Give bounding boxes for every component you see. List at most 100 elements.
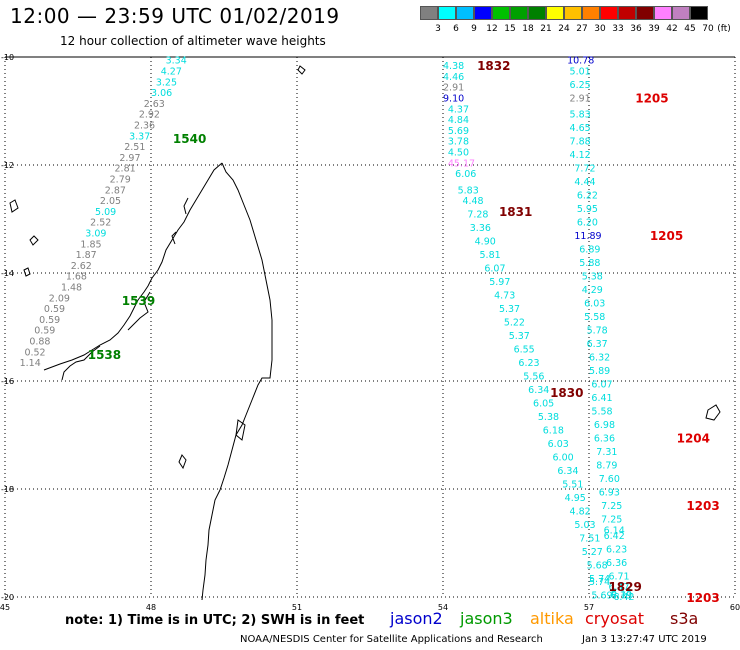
footnote: note: 1) Time is in UTC; 2) SWH is in fe…: [65, 613, 365, 628]
wave-height-value: 5.58: [584, 312, 605, 323]
wave-height-value: 7.31: [596, 447, 617, 458]
scale-swatch: [420, 6, 438, 20]
madagascar-coastline: [43, 162, 273, 601]
pass-time-label: 1830: [550, 386, 583, 400]
wave-height-value: 6.03: [584, 299, 605, 310]
wave-height-value: 6.47: [608, 582, 629, 593]
wave-height-value: 2.51: [124, 142, 145, 153]
wave-height-value: 7.25: [601, 501, 622, 512]
wave-height-value: 6.41: [591, 393, 612, 404]
wave-height-value: 1.14: [20, 358, 41, 369]
wave-height-value: 0.59: [34, 326, 55, 337]
wave-height-value: 6.42: [613, 592, 634, 603]
wave-height-value: 1.87: [76, 250, 97, 261]
wave-height-value: 2.79: [110, 175, 131, 186]
wave-height-value: 4.82: [570, 507, 591, 518]
wave-height-value: 4.84: [448, 115, 469, 126]
wave-height-value: 6.98: [594, 420, 615, 431]
wave-height-value: 3.25: [156, 77, 177, 88]
wave-height-value: 4.65: [570, 123, 591, 134]
graticule: [4, 56, 736, 598]
wave-height-value: 6.05: [533, 399, 554, 410]
scale-label: 27: [576, 24, 588, 34]
scale-label: 39: [648, 24, 660, 34]
latitude-label: -10: [1, 53, 14, 62]
wave-height-value: 6.03: [548, 439, 569, 450]
wave-height-value: 6.79: [611, 590, 632, 601]
wave-height-value: 5.81: [480, 250, 501, 261]
wave-height-value: 5.51: [562, 480, 583, 491]
wave-height-value: 0.88: [29, 337, 50, 348]
wave-height-value: 6.06: [455, 169, 476, 180]
scale-label: 12: [486, 24, 498, 34]
wave-height-value: 6.07: [484, 264, 505, 275]
wave-height-value: 7.28: [467, 210, 488, 221]
wave-height-value: 2.09: [49, 293, 70, 304]
longitude-label: 48: [146, 603, 156, 612]
wave-height-value: 5.37: [499, 304, 520, 315]
wave-height-value: 4.73: [494, 291, 515, 302]
scale-swatch: [600, 6, 618, 20]
wave-height-value: 5.58: [591, 407, 612, 418]
wave-height-value: 7.60: [599, 474, 620, 485]
longitude-label: 45: [0, 603, 10, 612]
wave-height-value: 6.20: [577, 218, 598, 229]
wave-height-value: 2.92: [139, 110, 160, 121]
wave-height-value: 4.50: [448, 148, 469, 159]
scale-swatch: [510, 6, 528, 20]
pass-time-label: 1539: [122, 294, 155, 308]
scale-swatch: [618, 6, 636, 20]
wave-height-value: 4.46: [443, 72, 464, 83]
longitude-label: 54: [438, 603, 448, 612]
wave-height-value: 6.34: [528, 385, 549, 396]
wave-height-value: 6.23: [518, 358, 539, 369]
time-labels-layer: 1540 1539 1538 1832 1831 1830 1829 1205 1205 1204…: [88, 59, 720, 605]
wave-height-value: 4.38: [443, 61, 464, 72]
wave-height-value: 1.48: [61, 283, 82, 294]
wave-height-value: 6.89: [579, 245, 600, 256]
wave-height-value: 4.27: [161, 67, 182, 78]
wave-height-value: 5.38: [582, 272, 603, 283]
islet-east: [178, 419, 246, 470]
wave-height-value: 5.09: [95, 207, 116, 218]
wave-height-value: 2.87: [105, 185, 126, 196]
wave-height-value: 6.42: [604, 531, 625, 542]
wave-height-value: 6.36: [594, 434, 615, 445]
mauritius-outline: [705, 404, 721, 421]
scale-swatch: [456, 6, 474, 20]
satellite-legend-item: s3a: [670, 609, 699, 628]
wave-height-value: 4.37: [448, 104, 469, 115]
wave-height-value: 2.62: [71, 261, 92, 272]
tromelin-mark: [297, 65, 306, 75]
scale-label: 30: [594, 24, 606, 34]
wave-height-value: 3.06: [151, 88, 172, 99]
wave-height-value: 6.36: [606, 558, 627, 569]
scale-swatch: [690, 6, 708, 20]
scale-label: 18: [522, 24, 534, 34]
wave-height-value: 6.32: [589, 353, 610, 364]
wave-height-value: 2.81: [115, 164, 136, 175]
wave-height-value: 4.44: [574, 177, 595, 188]
wave-height-value: 5.88: [579, 258, 600, 269]
wave-height-value: 2.52: [90, 218, 111, 229]
longitude-label: 60: [730, 603, 740, 612]
wave-height-value: 3.78: [448, 137, 469, 148]
wave-height-value: 7.25: [601, 515, 622, 526]
wave-height-value: 7.88: [570, 137, 591, 148]
wave-height-value: 2.05: [100, 196, 121, 207]
scale-swatch: [528, 6, 546, 20]
pass-time-label: 1203: [686, 591, 719, 605]
scale-label: 45: [684, 24, 696, 34]
wave-height-value: 0.52: [24, 347, 45, 358]
page-subtitle: 12 hour collection of altimeter wave hei…: [60, 34, 326, 48]
pass-time-label: 1203: [686, 499, 719, 513]
wave-height-value: 10.78: [567, 56, 594, 67]
wave-height-value: 6.25: [570, 80, 591, 91]
pass-time-label: 1540: [173, 132, 206, 146]
credit-line: NOAA/NESDIS Center for Satellite Applica…: [240, 634, 543, 645]
wave-height-value: 6.14: [604, 526, 625, 537]
scale-unit-label: (ft): [717, 24, 731, 34]
wave-height-value: 6.55: [514, 345, 535, 356]
wave-height-value: 9.10: [443, 94, 464, 105]
